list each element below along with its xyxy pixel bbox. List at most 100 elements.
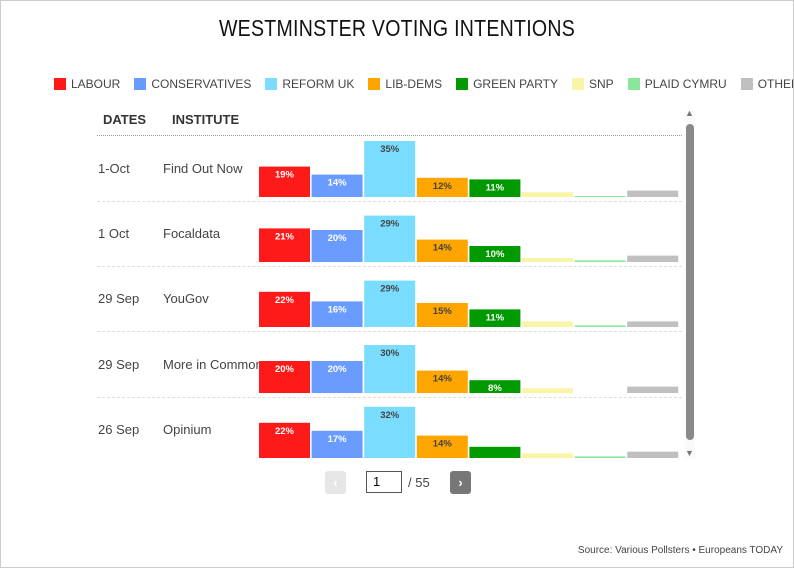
bar-others	[627, 451, 679, 458]
bar-conservatives	[311, 174, 363, 197]
bar-green-party	[469, 380, 521, 393]
data-label: 29%	[380, 284, 400, 295]
bar-conservatives	[311, 361, 363, 393]
page-input[interactable]: 1	[366, 471, 402, 493]
poll-institute: Focaldata	[163, 226, 221, 241]
data-label: 14%	[328, 178, 348, 189]
bar-reform-uk	[364, 141, 416, 197]
data-label: 14%	[433, 439, 453, 450]
bar-plaid-cymru	[574, 456, 626, 458]
data-label: 17%	[328, 434, 348, 445]
data-label: 32%	[380, 410, 400, 421]
legend-label: CONSERVATIVES	[151, 77, 252, 91]
legend-swatch	[456, 78, 469, 90]
bar-snp	[522, 388, 573, 393]
row-divider	[97, 397, 682, 398]
chart-title: WESTMINSTER VOTING INTENTIONS	[218, 15, 576, 41]
row-divider	[97, 331, 682, 332]
bar-others	[627, 255, 679, 262]
data-label: 22%	[275, 295, 295, 306]
source-note: Source: Various Pollsters • Europeans TO…	[577, 545, 783, 556]
data-label: 14%	[433, 374, 453, 385]
bar-reform-uk	[364, 345, 416, 393]
bar-lib-dems	[416, 435, 468, 458]
legend-swatch	[572, 78, 584, 90]
data-label: 20%	[275, 364, 295, 375]
data-label: 35%	[380, 144, 400, 155]
data-label: 11%	[486, 312, 505, 323]
bar-others	[627, 321, 679, 327]
legend-item: SNP	[572, 77, 614, 91]
next-page-button[interactable]: ›	[450, 471, 471, 494]
row-divider	[97, 201, 682, 202]
bar-labour	[259, 361, 310, 393]
bar-conservatives	[311, 430, 363, 458]
legend-item: REFORM UK	[265, 77, 354, 91]
data-label: 16%	[328, 304, 348, 315]
legend-swatch	[134, 78, 147, 90]
bar-labour	[259, 422, 310, 458]
bar-plaid-cymru	[574, 196, 626, 197]
bar-reform-uk	[364, 280, 416, 327]
legend-item: CONSERVATIVES	[134, 77, 251, 91]
page-total: / 55	[408, 475, 430, 490]
data-label: 20%	[328, 233, 348, 244]
bar-others	[627, 386, 679, 393]
bar-labour	[259, 166, 310, 197]
bar-reform-uk	[364, 406, 416, 458]
scroll-up-icon[interactable]: ▲	[685, 108, 694, 118]
bar-reform-uk	[364, 215, 416, 262]
legend-swatch	[265, 78, 278, 90]
bar-lib-dems	[416, 303, 468, 327]
bar-lib-dems	[416, 370, 468, 393]
poll-institute: YouGov	[163, 291, 209, 306]
data-label: 14%	[433, 243, 453, 254]
bar-green-party	[469, 309, 521, 327]
bar-snp	[522, 321, 573, 327]
data-label: 19%	[275, 170, 295, 181]
data-label: 22%	[275, 426, 295, 437]
institute-header: INSTITUTE	[172, 112, 240, 127]
legend-label: SNP	[589, 77, 614, 91]
poll-date: 29 Sep	[98, 357, 140, 372]
poll-institute: Opinium	[163, 422, 212, 437]
dates-header: DATES	[103, 112, 147, 127]
bar-labour	[259, 291, 310, 327]
prev-page-button[interactable]: ‹	[325, 471, 346, 494]
legend-label: PLAID CYMRU	[644, 77, 727, 91]
legend-item: GREEN PARTY	[456, 77, 558, 91]
legend-swatch	[627, 78, 640, 90]
legend-item: LABOUR	[54, 77, 120, 91]
data-label: 11%	[486, 182, 505, 193]
legend: LABOUR CONSERVATIVES REFORM UK LIB-DEMS GREE…	[54, 77, 793, 91]
data-label: 29%	[380, 219, 400, 230]
poll-date: 1 Oct	[98, 226, 130, 241]
legend-swatch	[54, 78, 66, 90]
legend-item: OTHERS	[740, 77, 793, 91]
poll-institute: Find Out Now	[163, 161, 243, 176]
legend-label: LIB-DEMS	[385, 77, 443, 91]
data-label: 21%	[275, 231, 295, 242]
data-label: 8%	[488, 383, 502, 394]
legend-item: PLAID CYMRU	[627, 77, 727, 91]
legend-item: LIB-DEMS	[368, 77, 442, 91]
bar-labour	[259, 228, 310, 262]
data-label: 12%	[433, 181, 453, 192]
data-label: 20%	[328, 364, 348, 375]
bar-green-party	[469, 179, 521, 197]
bar-snp	[522, 258, 573, 262]
bar-others	[627, 190, 679, 197]
legend-swatch	[740, 78, 753, 90]
bar-snp	[522, 453, 573, 458]
poll-institute: More in Common	[163, 357, 263, 372]
header-divider	[97, 135, 682, 136]
poll-date: 26 Sep	[98, 422, 140, 437]
scroll-down-icon[interactable]: ▼	[685, 448, 694, 458]
bar-plaid-cymru	[574, 260, 626, 262]
scrollbar-thumb[interactable]	[686, 124, 694, 440]
bar-snp	[522, 192, 573, 197]
legend-label: REFORM UK	[282, 77, 355, 91]
bar-green-party	[469, 446, 521, 458]
poll-date: 1-Oct	[98, 161, 130, 176]
